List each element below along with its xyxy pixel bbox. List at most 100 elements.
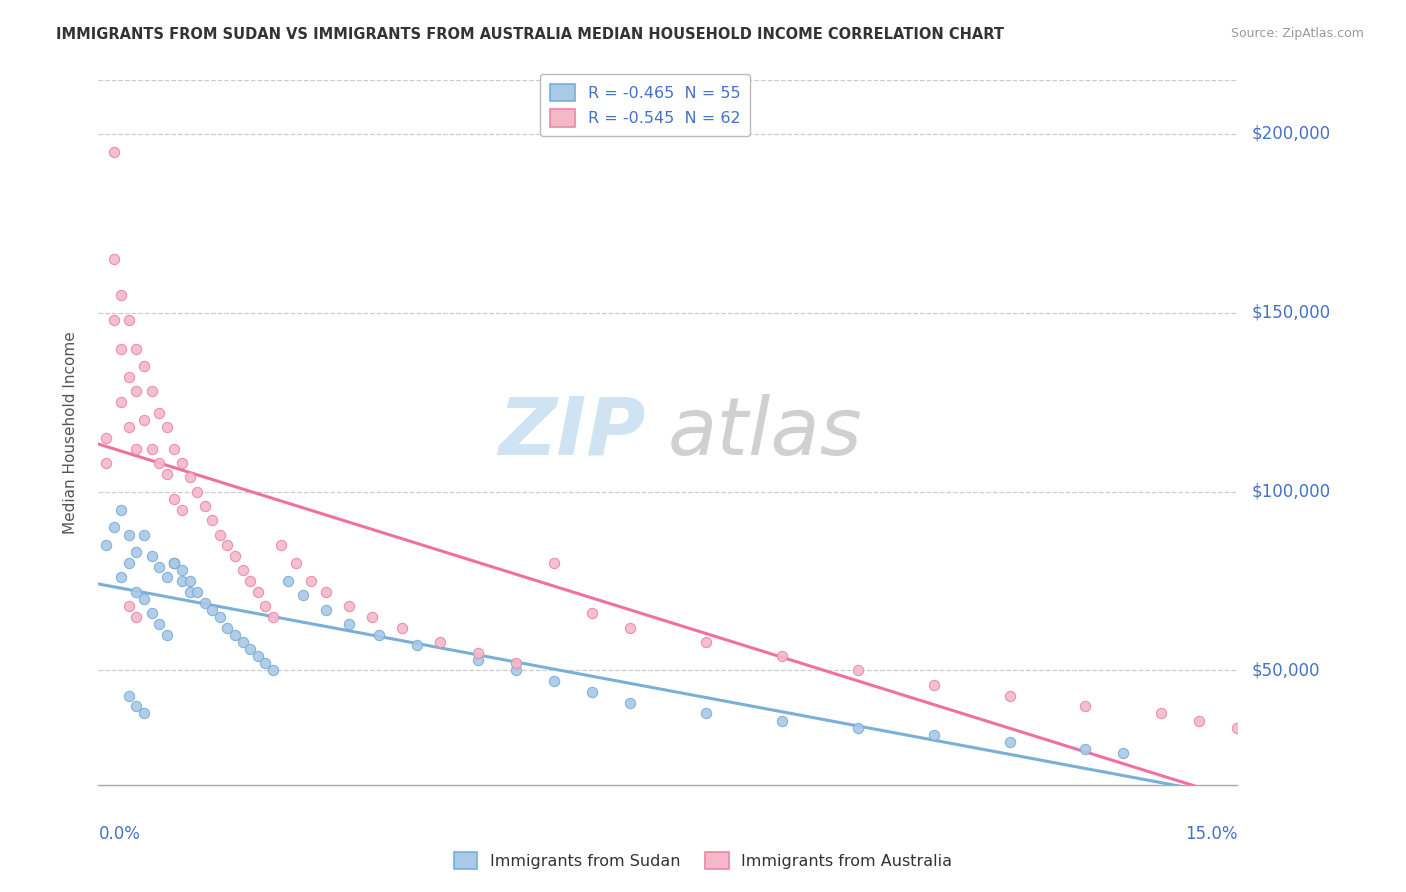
Text: 0.0%: 0.0% [98, 825, 141, 843]
Point [163, 556, 186, 570]
Point [232, 563, 254, 577]
Point [217, 621, 239, 635]
Point [170, 502, 193, 516]
Point [194, 499, 217, 513]
Point [118, 420, 141, 434]
Point [619, 696, 641, 710]
Point [103, 520, 125, 534]
Point [262, 664, 284, 678]
Point [148, 617, 170, 632]
Point [132, 591, 155, 606]
Point [467, 646, 489, 660]
Point [103, 252, 125, 267]
Point [110, 570, 132, 584]
Point [292, 588, 315, 602]
Point [246, 584, 269, 599]
Point [543, 556, 565, 570]
Point [118, 599, 141, 613]
Point [179, 584, 201, 599]
Point [467, 653, 489, 667]
Point [132, 706, 155, 721]
Point [581, 607, 603, 621]
Point [125, 584, 148, 599]
Point [141, 442, 163, 456]
Point [110, 502, 132, 516]
Point [1226, 721, 1249, 735]
Point [429, 635, 451, 649]
Text: Source: ZipAtlas.com: Source: ZipAtlas.com [1230, 27, 1364, 40]
Y-axis label: Median Household Income: Median Household Income [63, 331, 77, 534]
Point [141, 384, 163, 399]
Point [368, 628, 391, 642]
Point [170, 456, 193, 470]
Text: IMMIGRANTS FROM SUDAN VS IMMIGRANTS FROM AUSTRALIA MEDIAN HOUSEHOLD INCOME CORRE: IMMIGRANTS FROM SUDAN VS IMMIGRANTS FROM… [56, 27, 1004, 42]
Point [337, 599, 360, 613]
Point [224, 549, 246, 563]
Point [125, 610, 148, 624]
Point [163, 556, 186, 570]
Point [262, 610, 284, 624]
Point [201, 603, 224, 617]
Point [284, 556, 307, 570]
Point [132, 359, 155, 374]
Point [1074, 699, 1097, 714]
Point [505, 657, 527, 671]
Point [239, 642, 262, 657]
Point [132, 527, 155, 541]
Point [337, 617, 360, 632]
Point [141, 607, 163, 621]
Point [141, 549, 163, 563]
Point [179, 470, 201, 484]
Point [224, 628, 246, 642]
Legend: R = -0.465  N = 55, R = -0.545  N = 62: R = -0.465 N = 55, R = -0.545 N = 62 [540, 74, 751, 136]
Point [406, 639, 429, 653]
Point [94, 431, 117, 445]
Point [391, 621, 413, 635]
Point [125, 699, 148, 714]
Point [246, 649, 269, 664]
Point [1112, 746, 1135, 760]
Point [299, 574, 322, 588]
Point [118, 370, 141, 384]
Point [170, 563, 193, 577]
Point [125, 384, 148, 399]
Point [922, 728, 945, 742]
Point [695, 706, 717, 721]
Point [998, 689, 1021, 703]
Point [360, 610, 382, 624]
Point [156, 420, 179, 434]
Point [148, 559, 170, 574]
Point [156, 628, 179, 642]
Point [125, 342, 148, 356]
Point [1074, 742, 1097, 756]
Point [208, 527, 231, 541]
Point [186, 484, 208, 499]
Point [254, 657, 277, 671]
Legend: Immigrants from Sudan, Immigrants from Australia: Immigrants from Sudan, Immigrants from A… [447, 846, 959, 875]
Point [103, 145, 125, 159]
Point [1150, 706, 1173, 721]
Point [103, 313, 125, 327]
Point [163, 556, 186, 570]
Point [179, 574, 201, 588]
Point [770, 649, 793, 664]
Point [94, 538, 117, 552]
Point [148, 406, 170, 420]
Point [543, 674, 565, 689]
Point [315, 603, 337, 617]
Point [315, 584, 337, 599]
Point [846, 721, 869, 735]
Point [277, 574, 299, 588]
Point [846, 664, 869, 678]
Point [581, 685, 603, 699]
Point [132, 413, 155, 427]
Point [619, 621, 641, 635]
Point [998, 735, 1021, 749]
Point [254, 599, 277, 613]
Text: atlas: atlas [668, 393, 863, 472]
Point [94, 456, 117, 470]
Point [148, 456, 170, 470]
Point [156, 570, 179, 584]
Text: $50,000: $50,000 [1251, 662, 1320, 680]
Point [163, 442, 186, 456]
